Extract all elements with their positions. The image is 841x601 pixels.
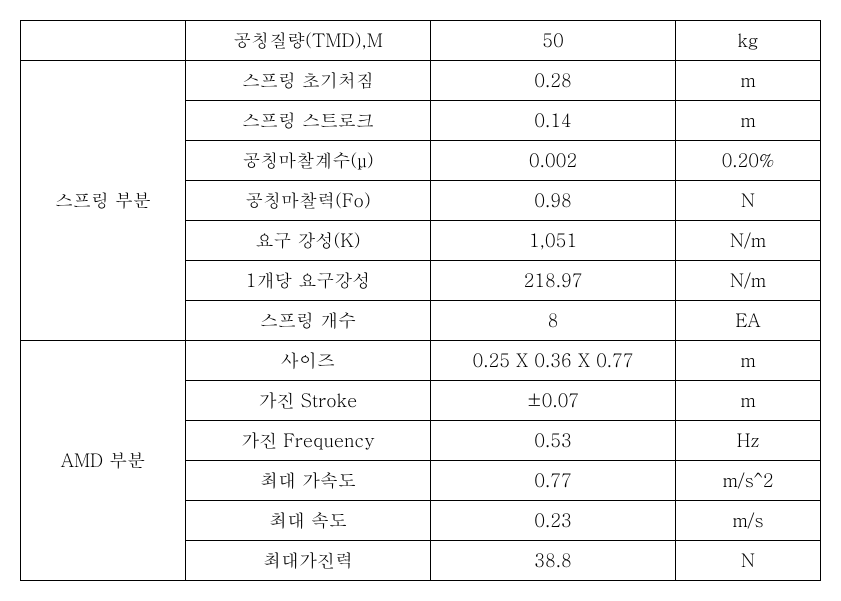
unit-cell: m/s [676,501,821,541]
value-cell: 0.25 X 0.36 X 0.77 [431,341,676,381]
unit-cell: m [676,61,821,101]
value-cell: 0.14 [431,101,676,141]
param-cell: 최대 속도 [186,501,431,541]
value-cell: 38.8 [431,541,676,581]
param-cell: 사이즈 [186,341,431,381]
value-cell: 0.53 [431,421,676,461]
section-cell [21,21,186,61]
value-cell: 0.23 [431,501,676,541]
value-cell: ±0.07 [431,381,676,421]
param-cell: 스프링 개수 [186,301,431,341]
param-cell: 스프링 스트로크 [186,101,431,141]
unit-cell: N/m [676,221,821,261]
param-cell: 최대가진력 [186,541,431,581]
param-cell: 최대 가속도 [186,461,431,501]
param-cell: 스프링 초기처짐 [186,61,431,101]
section-cell-amd: AMD 부분 [21,341,186,581]
param-cell: 공칭질량(TMD),M [186,21,431,61]
unit-cell: N/m [676,261,821,301]
param-cell: 공칭마찰계수(μ) [186,141,431,181]
param-cell: 공칭마찰력(Fo) [186,181,431,221]
param-cell: 1개당 요구강성 [186,261,431,301]
unit-cell: kg [676,21,821,61]
section-cell-spring: 스프링 부분 [21,61,186,341]
table-row: AMD 부분 사이즈 0.25 X 0.36 X 0.77 m [21,341,821,381]
value-cell: 0.98 [431,181,676,221]
value-cell: 0.77 [431,461,676,501]
unit-cell: N [676,181,821,221]
table-row: 공칭질량(TMD),M 50 kg [21,21,821,61]
param-cell: 요구 강성(K) [186,221,431,261]
unit-cell: Hz [676,421,821,461]
unit-cell: 0.20% [676,141,821,181]
unit-cell: m [676,341,821,381]
spec-table: 공칭질량(TMD),M 50 kg 스프링 부분 스프링 초기처짐 0.28 m… [20,20,821,581]
table-row: 스프링 부분 스프링 초기처짐 0.28 m [21,61,821,101]
unit-cell: EA [676,301,821,341]
value-cell: 50 [431,21,676,61]
unit-cell: m/s^2 [676,461,821,501]
param-cell: 가진 Frequency [186,421,431,461]
value-cell: 0.28 [431,61,676,101]
unit-cell: m [676,101,821,141]
unit-cell: N [676,541,821,581]
unit-cell: m [676,381,821,421]
value-cell: 8 [431,301,676,341]
value-cell: 1,051 [431,221,676,261]
param-cell: 가진 Stroke [186,381,431,421]
value-cell: 0.002 [431,141,676,181]
value-cell: 218.97 [431,261,676,301]
